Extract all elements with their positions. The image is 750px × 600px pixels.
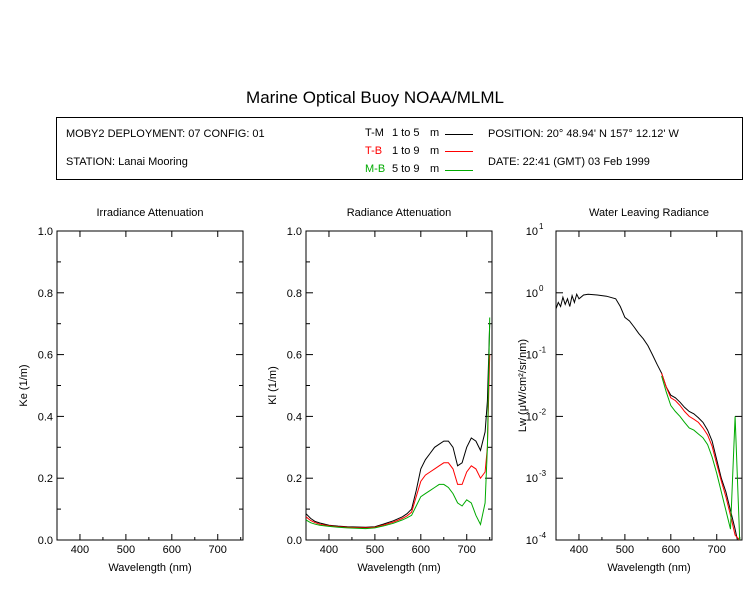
y-tick-label-2-3: 10 [526, 411, 538, 423]
y-tick-label-0-3: 0.6 [38, 350, 53, 362]
x-tick-label-2-2: 600 [662, 544, 680, 556]
panel-title-0: Irradiance Attenuation [96, 207, 203, 219]
legend-swatch-mb [445, 170, 473, 171]
y-tick-label-2-4: 10 [526, 473, 538, 485]
legend-unit-tm: m [430, 127, 440, 139]
y-tick-label-1-5: 1.0 [287, 226, 302, 238]
plot-frame-1 [305, 230, 493, 541]
series-line-1-1 [305, 354, 491, 529]
y-tick-label-0-4: 0.8 [38, 288, 53, 300]
y-axis-label-2: Lw (μW/cm²/sr/nm) [517, 339, 529, 432]
legend-swatch-tm [445, 134, 473, 135]
series-line-2-2 [661, 375, 741, 541]
chart-main-title: Marine Optical Buoy NOAA/MLML [246, 88, 504, 107]
x-axis-label-0: Wavelength (nm) [108, 562, 191, 574]
legend-range-tm: 1 to 5 [392, 127, 420, 139]
legend-range-tb: 1 to 9 [392, 145, 420, 157]
x-axis-label-1: Wavelength (nm) [357, 562, 440, 574]
y-tick-label-1-2: 0.4 [287, 411, 302, 423]
y-axis-label-0: Ke (1/m) [18, 364, 30, 406]
legend-range-mb: 5 to 9 [392, 163, 420, 175]
y-tick-exp-2-5: -4 [539, 531, 547, 540]
series-line-1-0 [305, 323, 491, 528]
x-tick-label-1-1: 500 [366, 544, 384, 556]
y-tick-exp-2-4: -3 [539, 469, 547, 478]
position-text: POSITION: 20° 48.94' N 157° 12.12' W [488, 128, 679, 140]
series-line-2-1 [661, 373, 741, 541]
x-tick-label-2-3: 700 [708, 544, 726, 556]
y-axis-label-1: Kl (1/m) [267, 366, 279, 405]
x-tick-label-1-3: 700 [458, 544, 476, 556]
x-tick-label-0-2: 600 [163, 544, 181, 556]
x-axis-label-2: Wavelength (nm) [607, 562, 690, 574]
legend-code-mb: M-B [365, 163, 386, 175]
y-tick-label-0-0: 0.0 [38, 535, 53, 547]
y-tick-label-2-0: 10 [526, 226, 538, 238]
plot-frame-0 [56, 230, 244, 541]
x-tick-label-0-3: 700 [209, 544, 227, 556]
y-tick-label-1-4: 0.8 [287, 288, 302, 300]
panel-title-2: Water Leaving Radiance [589, 207, 709, 219]
legend-code-tb: T-B [365, 145, 383, 157]
y-tick-exp-2-0: 1 [539, 222, 544, 231]
station-text: STATION: Lanai Mooring [66, 156, 188, 168]
series-line-2-0 [555, 292, 740, 541]
legend-unit-mb: m [430, 163, 440, 175]
deployment-text: MOBY2 DEPLOYMENT: 07 CONFIG: 01 [66, 128, 265, 140]
x-tick-label-1-2: 600 [412, 544, 430, 556]
series-line-1-2 [305, 317, 491, 530]
y-tick-exp-2-3: -2 [539, 407, 547, 416]
panel-title-1: Radiance Attenuation [347, 207, 452, 219]
legend-code-tm: T-M [365, 127, 384, 139]
y-tick-label-0-2: 0.4 [38, 411, 53, 423]
x-tick-label-2-1: 500 [616, 544, 634, 556]
legend-unit-tb: m [430, 145, 440, 157]
y-tick-exp-2-1: 0 [539, 284, 544, 293]
x-tick-label-0-0: 400 [71, 544, 89, 556]
x-tick-label-0-1: 500 [117, 544, 135, 556]
x-tick-label-2-0: 400 [570, 544, 588, 556]
y-tick-label-2-2: 10 [526, 350, 538, 362]
y-tick-label-1-0: 0.0 [287, 535, 302, 547]
y-tick-label-2-1: 10 [526, 288, 538, 300]
x-tick-label-1-0: 400 [320, 544, 338, 556]
date-text: DATE: 22:41 (GMT) 03 Feb 1999 [488, 156, 650, 168]
legend-swatch-tb [445, 151, 473, 152]
y-tick-exp-2-2: -1 [539, 346, 547, 355]
y-tick-label-0-5: 1.0 [38, 226, 53, 238]
y-tick-label-2-5: 10 [526, 535, 538, 547]
y-tick-label-1-1: 0.2 [287, 473, 302, 485]
y-tick-label-1-3: 0.6 [287, 350, 302, 362]
y-tick-label-0-1: 0.2 [38, 473, 53, 485]
info-box: MOBY2 DEPLOYMENT: 07 CONFIG: 01 STATION:… [56, 117, 743, 180]
plot-frame-2 [555, 230, 743, 541]
